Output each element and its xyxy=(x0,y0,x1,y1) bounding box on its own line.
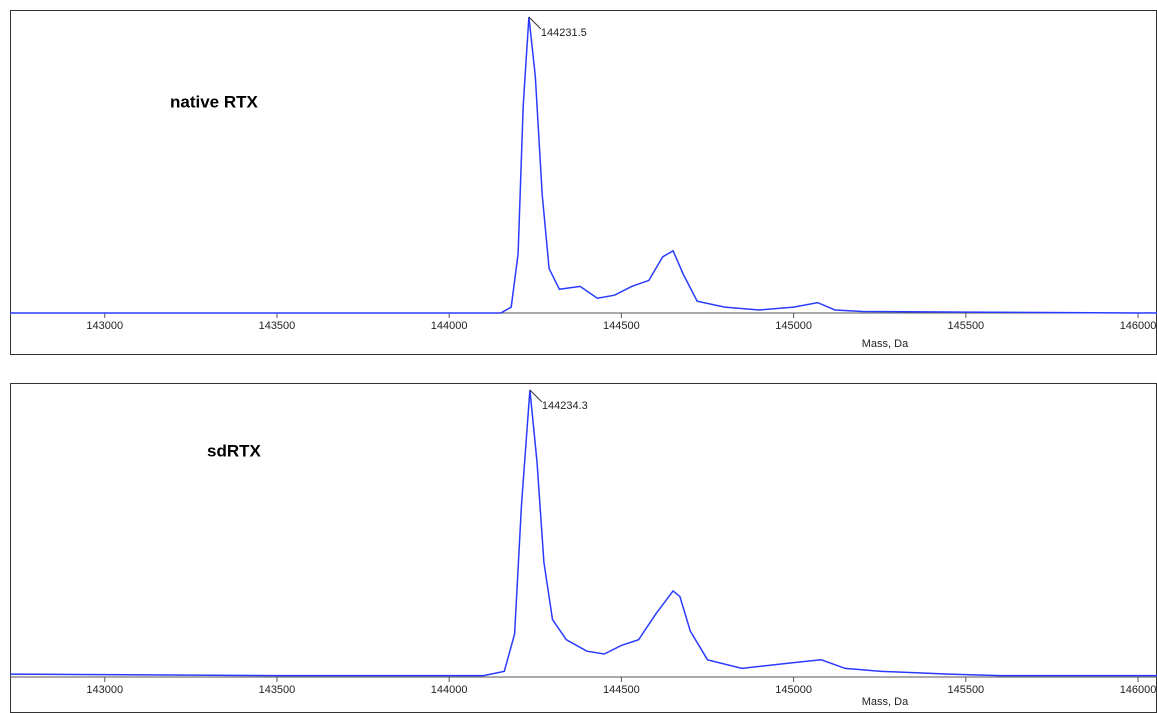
x-tick-label: 145000 xyxy=(775,684,812,696)
spectrum-line xyxy=(10,16,1157,314)
x-axis-label: Mass, Da xyxy=(862,696,909,708)
x-axis-label: Mass, Da xyxy=(862,338,909,350)
annotation-leader xyxy=(528,16,542,30)
annotation-leader xyxy=(529,389,543,403)
x-tick-label: 144000 xyxy=(431,320,468,332)
panel-frame xyxy=(10,10,1157,355)
peak-label: 144234.3 xyxy=(542,400,588,412)
x-tick-label: 146000 xyxy=(1120,684,1157,696)
x-tick-label: 143500 xyxy=(259,320,296,332)
x-tick-label: 143000 xyxy=(86,320,123,332)
x-tick-label: 146000 xyxy=(1120,320,1157,332)
sample-label: native RTX xyxy=(170,92,259,111)
x-tick-label: 144500 xyxy=(603,684,640,696)
x-tick-label: 145500 xyxy=(947,320,984,332)
panel-frame xyxy=(10,383,1157,713)
x-tick-label: 145000 xyxy=(775,320,812,332)
x-tick-label: 145500 xyxy=(947,684,984,696)
x-tick-label: 144500 xyxy=(603,320,640,332)
x-tick-label: 143000 xyxy=(86,684,123,696)
spectrum-line xyxy=(9,389,1157,677)
x-tick-label: 143500 xyxy=(259,684,296,696)
peak-label: 144231.5 xyxy=(541,27,587,39)
sample-label: sdRTX xyxy=(207,441,262,460)
x-tick-label: 144000 xyxy=(431,684,468,696)
